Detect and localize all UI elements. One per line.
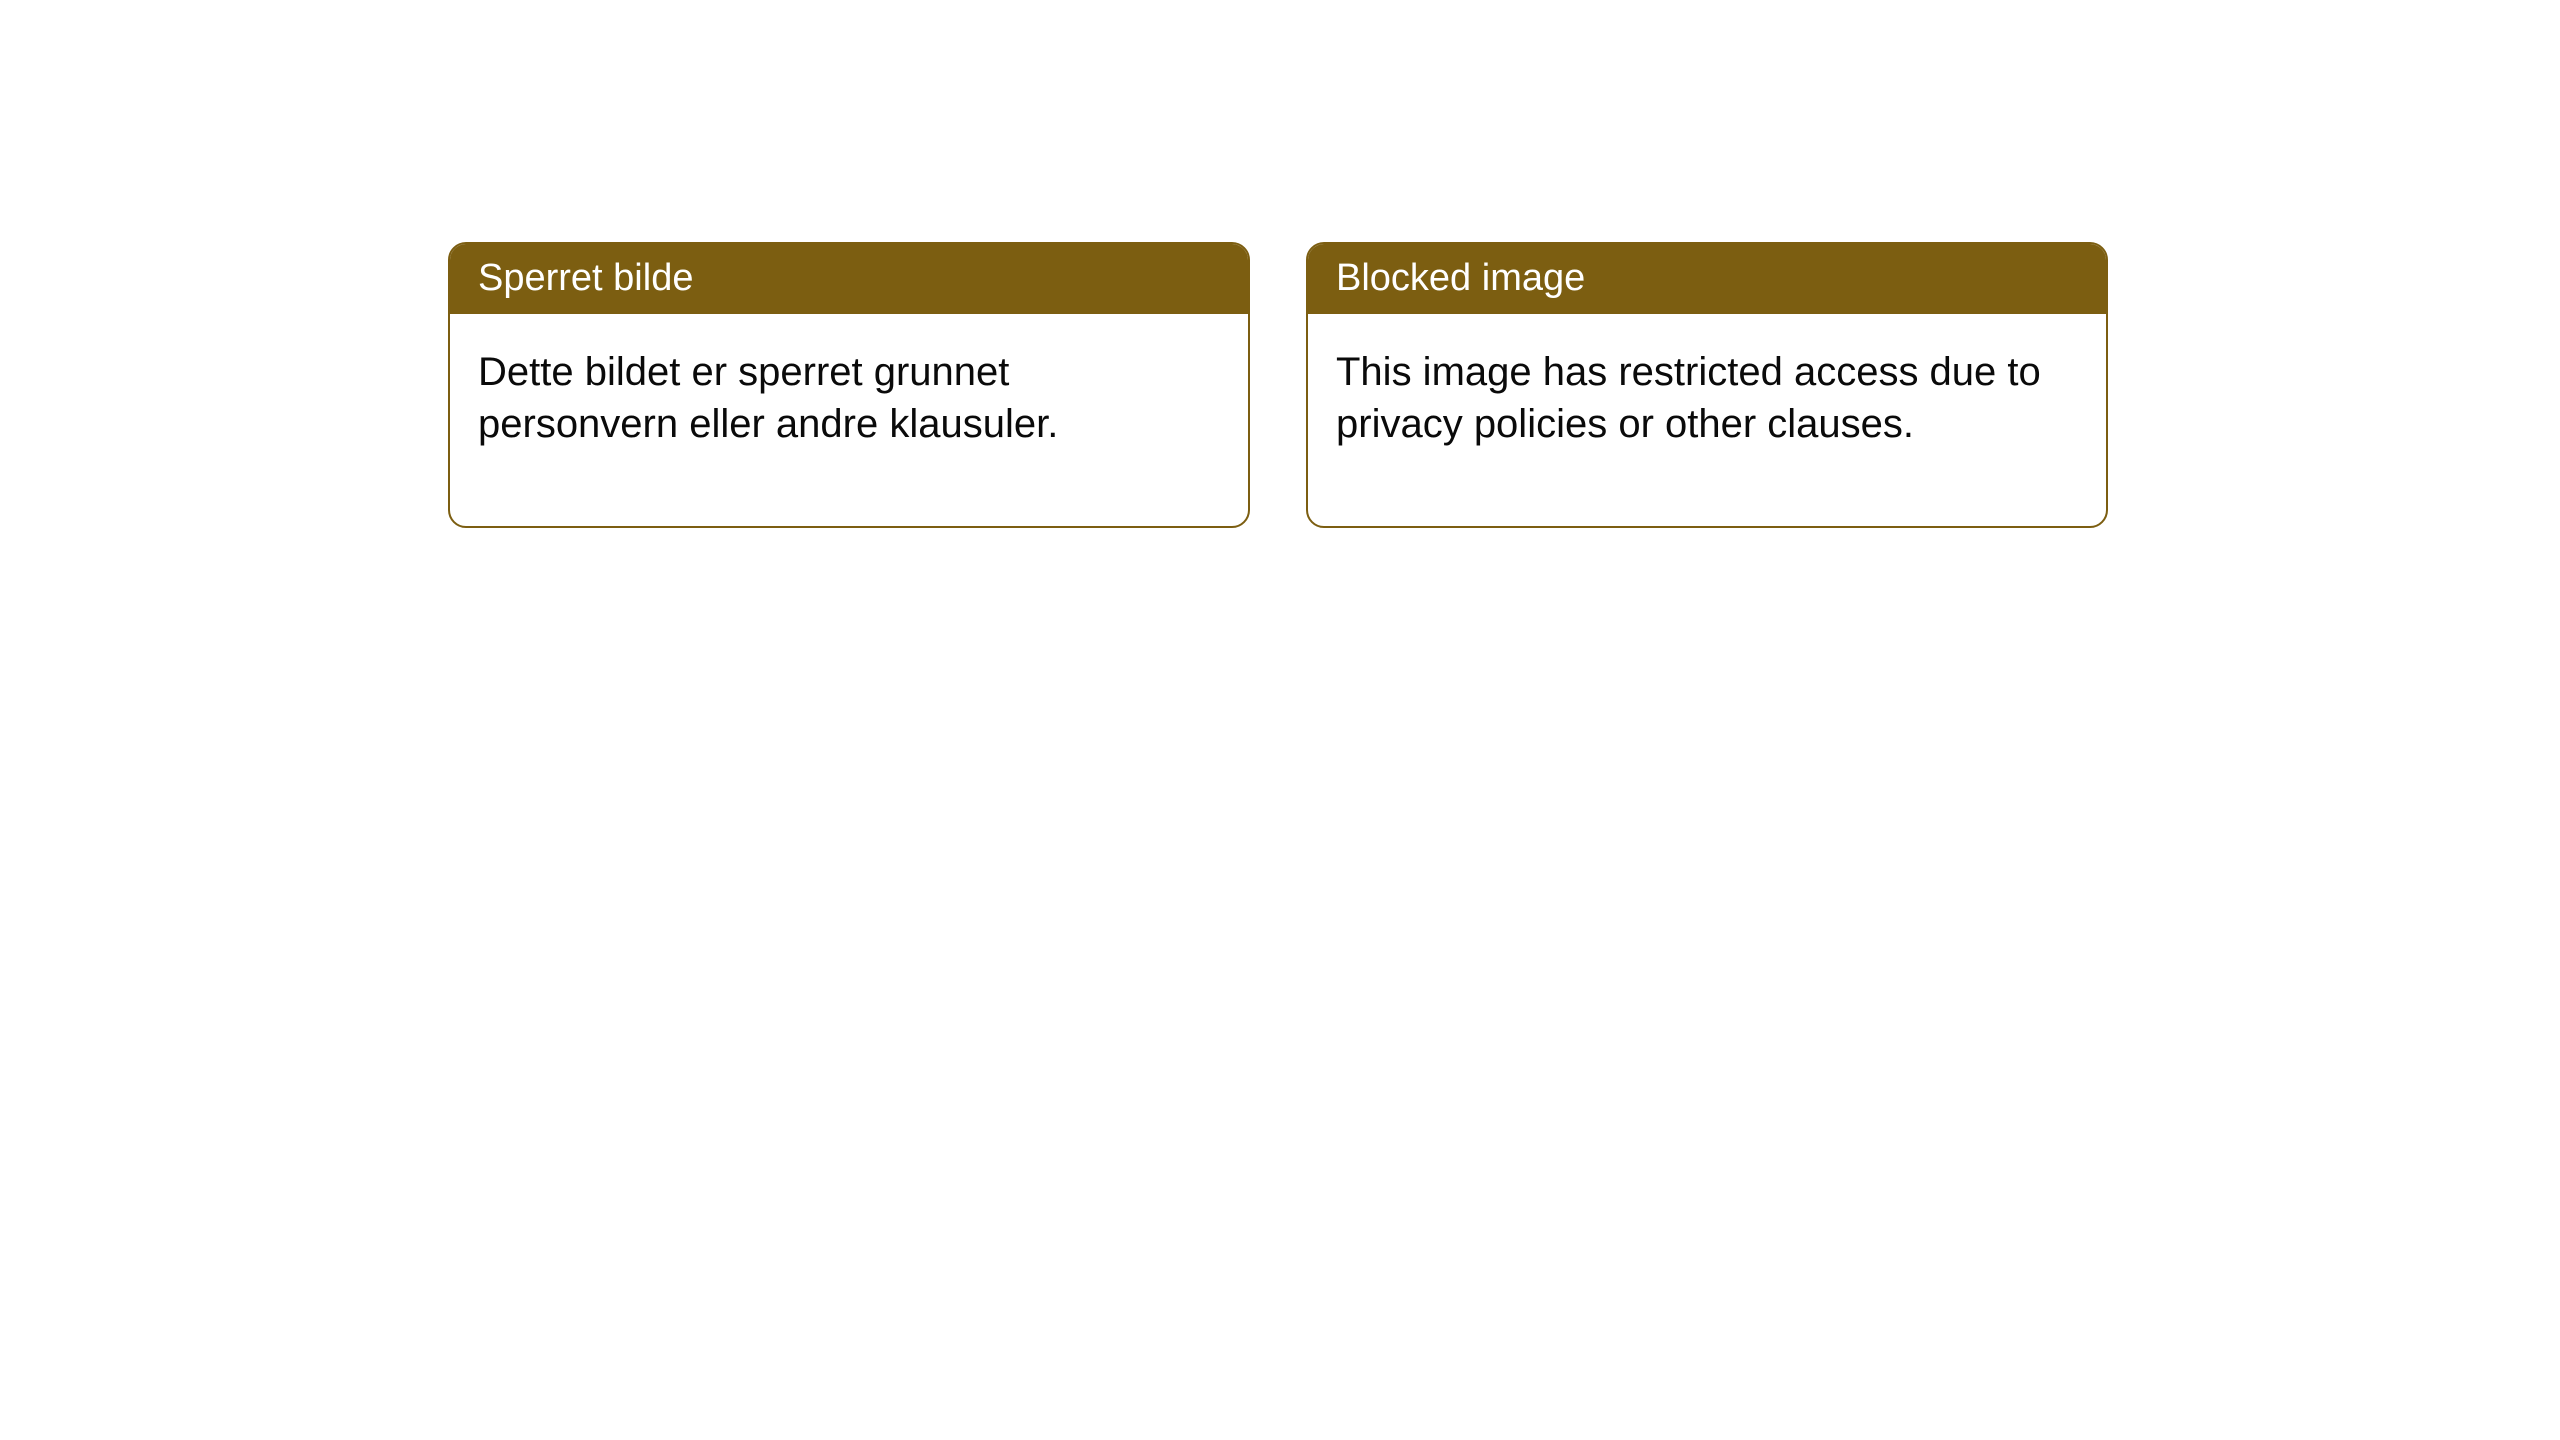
notice-body: Dette bildet er sperret grunnet personve… [450,314,1248,526]
notice-card-english: Blocked image This image has restricted … [1306,242,2108,528]
notice-container: Sperret bilde Dette bildet er sperret gr… [448,242,2108,528]
notice-card-norwegian: Sperret bilde Dette bildet er sperret gr… [448,242,1250,528]
notice-body: This image has restricted access due to … [1308,314,2106,526]
notice-title: Blocked image [1308,244,2106,314]
notice-title: Sperret bilde [450,244,1248,314]
